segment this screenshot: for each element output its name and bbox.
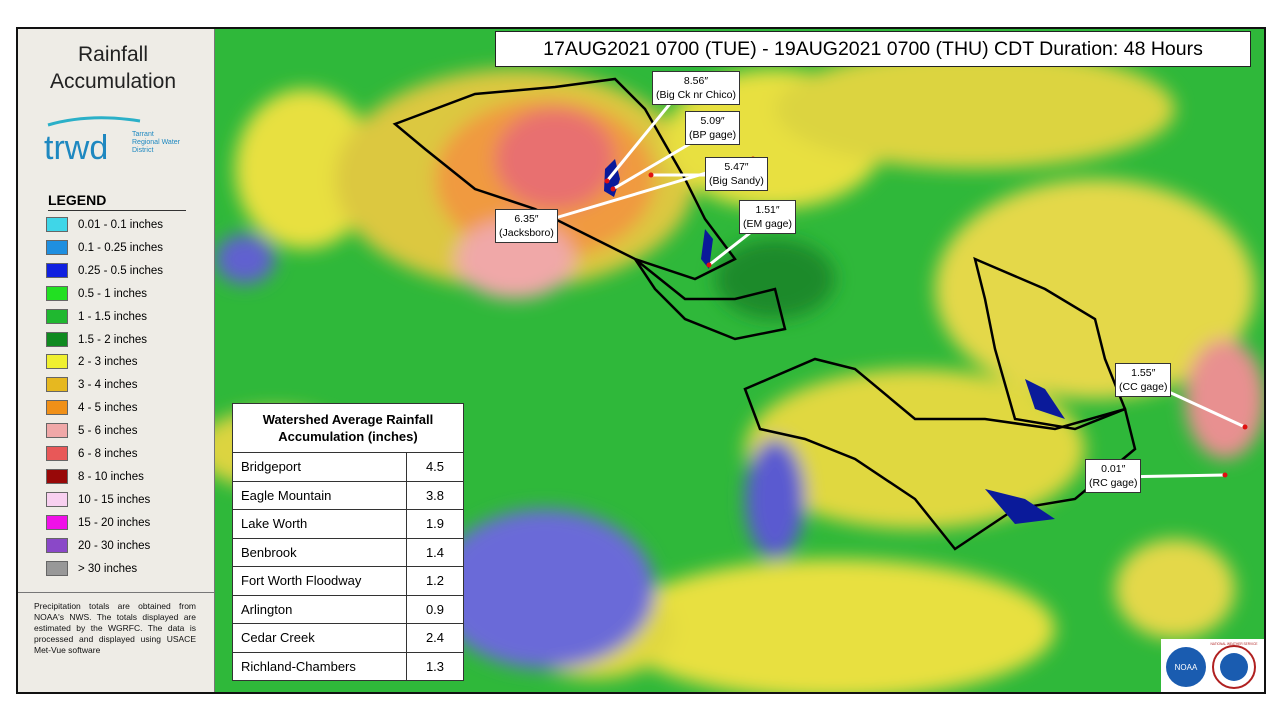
legend-label: 6 - 8 inches [78,448,138,460]
agency-logos: NOAA NATIONAL WEATHER SERVICE [1161,639,1264,692]
gage-point [610,186,616,192]
table-row: Arlington 0.9 [232,594,464,624]
callout-value: 5.09″ [700,115,725,127]
legend-swatch [46,537,68,553]
callout-value: 5.47″ [724,161,749,173]
callout: 1.51″ (EM gage) [739,200,797,234]
rainfall-value: 1.4 [406,537,464,567]
callout: 5.09″ (BP gage) [685,111,741,145]
legend-swatch [46,308,68,324]
legend-swatch [46,354,68,370]
legend-label: 0.1 - 0.25 inches [78,241,164,254]
rainfall-value: 1.2 [406,566,464,596]
rainfall-value: 1.3 [406,651,464,681]
legend-label: 8 - 10 inches [78,470,144,483]
callout-value: 1.51″ [755,204,780,216]
legend-label: 4 - 5 inches [78,402,138,415]
legend-swatch [46,331,68,347]
legend-swatch [46,217,68,232]
callout-site: (Big Ck nr Chico) [656,89,736,101]
legend-title: LEGEND [48,192,107,208]
rainfall-value: 1.9 [406,509,464,539]
table-row: Eagle Mountain 3.8 [232,480,464,510]
callout-site: (Jacksboro) [499,227,554,239]
watershed-name: Richland-Chambers [232,651,407,681]
callout-site: (BP gage) [689,129,737,141]
legend-swatch [46,560,68,576]
legend-label: 5 - 6 inches [78,425,138,438]
legend-label: 0.5 - 1 inches [78,287,148,300]
watershed-name: Bridgeport [232,452,407,482]
legend-label: 15 - 20 inches [78,516,151,529]
rainfall-value: 4.5 [406,452,464,482]
legend-label: 1.5 - 2 inches [78,333,148,346]
legend-label: 1 - 1.5 inches [78,310,148,323]
table-row: Fort Worth Floodway 1.2 [232,566,464,596]
table-row: Cedar Creek 2.4 [232,623,464,653]
legend-label: 20 - 30 inches [78,539,151,552]
header-title: 17AUG2021 0700 (TUE) - 19AUG2021 0700 (T… [495,31,1251,67]
logo-text: Tarrant Regional Water District [132,131,180,154]
gage-point [706,262,712,268]
rainfall-value: 2.4 [406,623,464,653]
table-row: Lake Worth 1.9 [232,509,464,539]
table-row: Benbrook 1.4 [232,537,464,567]
watershed-name: Eagle Mountain [232,480,407,510]
callout: 5.47″ (Big Sandy) [705,157,768,191]
table-row: Richland-Chambers 1.3 [232,651,464,681]
gage-point [648,172,654,178]
legend-swatch [46,468,68,484]
watershed-name: Lake Worth [232,509,407,539]
callout-value: 1.55″ [1131,367,1156,379]
callout: 1.55″ (CC gage) [1115,363,1172,397]
legend-swatch [46,423,68,439]
trwd-logo: trwd [44,116,141,167]
logo-name: trwd [44,129,108,167]
legend-swatch [46,285,68,301]
sidebar: Rainfall Accumulation trwd Tarrant Regio… [18,29,215,692]
callout-site: (Big Sandy) [709,175,764,187]
table-title: Watershed Average Rainfall Accumulation … [232,403,464,453]
legend-swatch [46,377,68,393]
callout-value: 6.35″ [514,213,539,225]
note: Precipitation totals are obtained from N… [34,601,196,655]
watershed-name: Benbrook [232,537,407,567]
legend-label: 0.01 - 0.1 inches [78,219,164,231]
noaa-logo-text: NOAA [1175,663,1198,672]
callout: 0.01″ (RC gage) [1085,459,1142,493]
legend-swatch [46,400,68,416]
rainfall-value: 3.8 [406,480,464,510]
watershed-table: Watershed Average Rainfall Accumulation … [232,403,464,681]
callout-site: (CC gage) [1119,381,1168,393]
nws-logo-text: NATIONAL WEATHER SERVICE [1211,642,1258,646]
rainfall-value: 0.9 [406,594,464,624]
callout-value: 0.01″ [1101,463,1126,475]
callout-value: 8.56″ [683,75,709,87]
legend-swatch [46,239,68,255]
sidebar-title: Rainfall Accumulation [49,43,177,93]
callout-site: (RC gage) [1089,477,1138,489]
callout: 8.56″ (Big Ck nr Chico) [652,71,740,105]
legend-swatch [46,514,68,530]
frame: Rainfall Accumulation trwd Tarrant Regio… [16,27,1266,694]
gage-point [1242,424,1248,430]
gage-point [604,178,610,184]
watershed-name: Cedar Creek [232,623,407,653]
callout: 6.35″ (Jacksboro) [495,209,558,243]
legend-label: 0.25 - 0.5 inches [78,264,164,277]
watershed-name: Fort Worth Floodway [232,566,407,596]
legend-label: 2 - 3 inches [78,356,138,369]
legend-swatch [46,262,68,278]
table-row: Bridgeport 4.5 [232,452,464,482]
legend-label: > 30 inches [78,562,138,575]
watershed-name: Arlington [232,594,407,624]
gage-point [1222,472,1228,478]
callout-site: (EM gage) [743,218,793,230]
legend-label: 10 - 15 inches [78,493,151,506]
legend-swatch [46,446,68,461]
legend-swatch [46,491,68,507]
legend-label: 3 - 4 inches [78,379,138,392]
